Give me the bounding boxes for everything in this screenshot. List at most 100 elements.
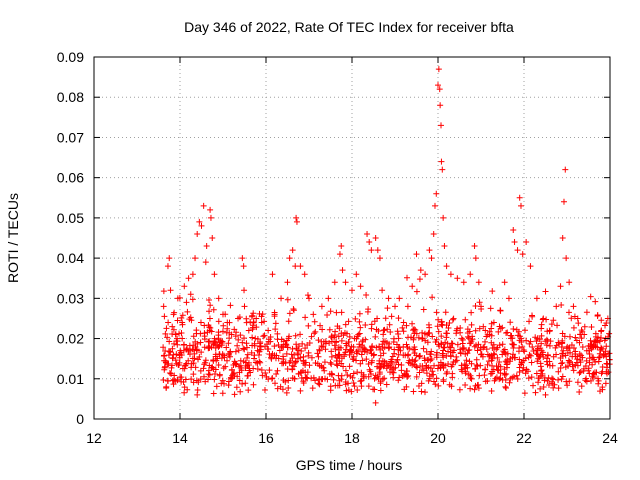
data-point-marker [210, 306, 217, 313]
data-point [459, 345, 466, 352]
data-point [316, 362, 323, 369]
data-point-marker [460, 344, 467, 351]
data-point [185, 275, 192, 282]
data-point-marker [250, 381, 257, 388]
data-point [540, 315, 547, 322]
data-point-marker [418, 380, 425, 387]
data-point-marker [195, 356, 202, 363]
data-point-marker [557, 355, 564, 362]
data-point-marker [273, 352, 280, 359]
data-point-marker [266, 367, 273, 374]
data-point [346, 363, 353, 370]
data-point [206, 338, 213, 345]
data-point [522, 327, 529, 334]
data-point-marker [400, 319, 407, 326]
data-point [457, 346, 464, 353]
data-point [169, 345, 176, 352]
data-point-marker [445, 360, 452, 367]
data-point [335, 344, 342, 351]
data-point-marker [476, 372, 483, 379]
data-point [456, 386, 463, 393]
data-point [172, 357, 179, 364]
data-point [410, 388, 417, 395]
data-point [316, 376, 323, 383]
data-point-marker [435, 328, 442, 335]
data-point-marker [351, 383, 358, 390]
data-point-marker [553, 303, 560, 310]
data-point-marker [410, 334, 417, 341]
data-point-marker [356, 318, 363, 325]
data-point [356, 343, 363, 350]
data-point [549, 362, 556, 369]
data-point [277, 383, 284, 390]
data-point [572, 334, 579, 341]
data-point-marker [169, 362, 176, 369]
data-point [507, 319, 514, 326]
data-point-marker [442, 339, 449, 346]
data-point-marker [592, 298, 599, 305]
data-point-marker [284, 279, 291, 286]
data-point [404, 352, 411, 359]
data-point-marker [572, 362, 579, 369]
data-point-marker [334, 382, 341, 389]
data-point-marker [317, 322, 324, 329]
data-point-marker [247, 319, 254, 326]
data-point [563, 378, 570, 385]
data-point [422, 337, 429, 344]
data-point-marker [494, 354, 501, 361]
x-tick-label: 20 [430, 430, 446, 446]
data-point-marker [283, 389, 290, 396]
data-point [295, 370, 302, 377]
x-axis-ticks: 12 14 16 18 20 22 24 [86, 57, 618, 446]
data-point-marker [491, 377, 498, 384]
data-point [245, 359, 252, 366]
data-point [464, 333, 471, 340]
data-point [454, 341, 461, 348]
data-point-marker [324, 312, 331, 319]
data-point [525, 375, 532, 382]
data-point-marker [184, 386, 191, 393]
data-point [563, 255, 570, 262]
data-point [481, 372, 488, 379]
data-point-marker [280, 356, 287, 363]
data-point [346, 333, 353, 340]
data-point [231, 370, 238, 377]
data-point [265, 336, 272, 343]
data-point [423, 370, 430, 377]
data-point [261, 386, 268, 393]
data-point-marker [407, 360, 414, 367]
data-point-marker [520, 346, 527, 353]
data-point [488, 387, 495, 394]
data-point [285, 385, 292, 392]
data-point [598, 345, 605, 352]
data-point [368, 321, 375, 328]
data-point-marker [333, 309, 340, 316]
data-point-marker [306, 295, 312, 302]
data-point [326, 326, 333, 333]
data-point-marker [297, 387, 304, 394]
data-point [501, 346, 508, 353]
data-point-marker [587, 293, 594, 300]
data-point [324, 312, 331, 319]
data-point-marker [404, 352, 411, 359]
data-point-marker [237, 388, 244, 395]
data-point [174, 341, 181, 348]
data-point [244, 351, 251, 358]
data-point-marker [406, 357, 413, 364]
data-point [411, 350, 418, 357]
data-point-marker [543, 342, 550, 349]
data-point [555, 385, 562, 392]
data-point-marker [380, 327, 387, 334]
data-point-marker [184, 345, 191, 352]
data-point-marker [168, 370, 175, 377]
data-point [318, 303, 325, 310]
data-point-marker [294, 346, 301, 353]
data-point-marker [160, 377, 167, 384]
data-point [510, 351, 517, 358]
data-point-marker [542, 288, 549, 295]
data-point [559, 235, 566, 241]
data-point-marker [588, 324, 595, 331]
data-point [541, 374, 548, 381]
data-point [384, 326, 391, 333]
data-point [565, 309, 572, 316]
